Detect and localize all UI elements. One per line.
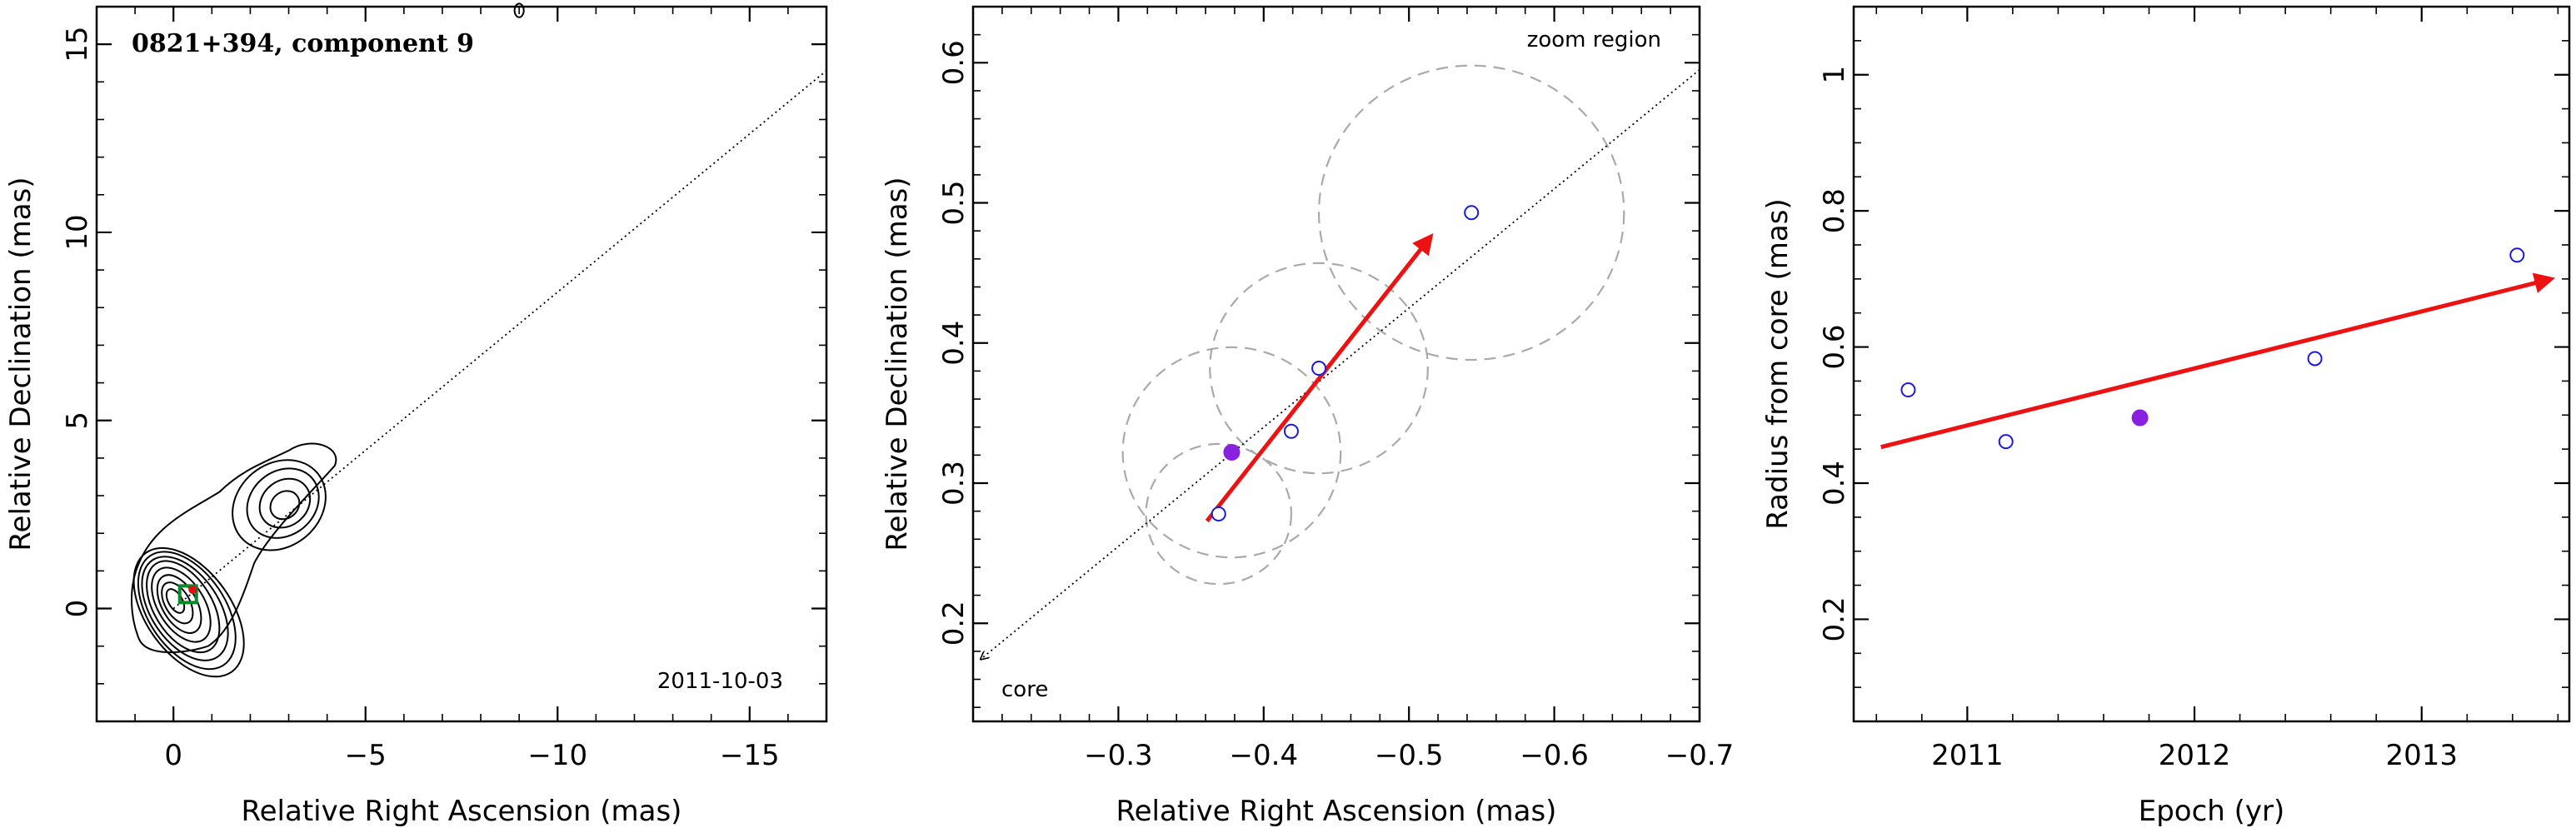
y-tick-label: 0.8 [1818,188,1851,233]
y-tick-label: 0.4 [937,321,971,366]
contour-plot-area [131,2,827,678]
x-tick-label: 2013 [2385,739,2458,772]
radius-point [1900,382,1916,398]
x-axis-title: Relative Right Ascension (mas) [1116,795,1557,828]
y-tick-label: 5 [61,412,94,430]
y-axis-title: Relative Declination (mas) [881,177,914,551]
jet-axis-line [981,69,1700,659]
y-tick-label: 0.3 [937,461,971,506]
component-position [1211,506,1226,522]
zoom-region-label: zoom region [1527,27,1661,52]
axis-ticks: 0 −5 −10 −15 0 5 10 15 [61,6,827,772]
core-label: core [1001,677,1048,702]
y-tick-label: 0.4 [1818,461,1851,506]
contour-line [156,574,202,634]
contour-line [161,581,194,625]
x-tick-label: 2012 [2159,739,2231,772]
axis-ticks: −0.3 −0.4 −0.5 −0.6 −0.7 0.2 0.3 0.4 0.5 0.6 [937,6,1735,772]
y-tick-label: 15 [61,27,94,62]
component-position [1311,361,1327,377]
x-tick-label: −10 [527,739,587,772]
jet-axis-line [172,70,827,610]
uncertainty-circle [1121,346,1342,559]
core-marker [188,585,197,594]
contour-line [232,459,327,551]
axis-ticks: 2011 2012 2013 0.2 0.4 0.6 0.8 1 [1818,6,2569,772]
uncertainty-circle [1317,64,1625,362]
x-tick-label: −0.3 [1084,739,1153,772]
radius-point [2307,351,2323,367]
y-axis-title: Radius from core (mas) [1761,198,1795,529]
contour-plot-frame [95,5,828,723]
y-tick-label: 1 [1818,66,1851,84]
y-tick-label: 0 [61,600,94,618]
x-tick-label: −5 [345,739,387,772]
y-tick-label: 0.6 [1818,325,1851,370]
x-tick-label: −0.7 [1665,739,1735,772]
uncertainty-circle [1209,262,1429,475]
radius-point [1998,434,2014,450]
x-tick-label: −0.6 [1520,739,1589,772]
y-tick-label: 0.6 [937,40,971,85]
zoom-plot-frame [971,5,1701,723]
y-tick-label: 10 [61,214,94,250]
contour-line [137,551,237,671]
component-position-filled [1223,443,1241,461]
radius-point-filled [2131,409,2149,426]
contour-line [513,2,525,18]
y-tick-label: 0.5 [937,180,971,225]
component-position [1464,205,1480,221]
contour-line [132,546,245,678]
x-tick-label: 0 [164,739,182,772]
contour-line [146,560,221,654]
contour-line [141,556,229,661]
zoom-panel: zoom region core Relative Right Ascensio… [881,5,1735,828]
epoch-label: 2011-10-03 [657,669,783,694]
contour-line [151,566,212,643]
velocity-arrow [1205,232,1434,522]
contour-panel: 0821+394, component 9 2011-10-03 Relativ… [4,2,828,828]
radius-plot-area [1880,247,2556,450]
component-marker [177,584,198,605]
fit-arrow [1880,272,2556,450]
x-tick-label: −0.5 [1375,739,1444,772]
contour-line [246,467,320,539]
panel-title: 0821+394, component 9 [132,29,474,58]
x-axis-title: Epoch (yr) [2139,795,2285,828]
radius-panel: Epoch (yr) Radius from core (mas) 2011 20… [1761,5,2571,828]
contour-line [258,477,312,529]
uncertainty-circle [1145,442,1293,586]
radius-plot-frame [1852,5,2571,723]
y-tick-label: 0.2 [1818,596,1851,641]
x-axis-title: Relative Right Ascension (mas) [242,795,682,828]
x-tick-label: −15 [720,739,780,772]
component-position [1283,423,1299,439]
x-tick-label: 2011 [1931,739,2004,772]
radius-point [2509,247,2525,263]
y-axis-title: Relative Declination (mas) [4,177,37,551]
x-tick-label: −0.4 [1230,739,1299,772]
zoom-plot-area [981,64,1700,659]
contour-line [269,490,301,521]
y-tick-label: 0.2 [937,601,971,646]
